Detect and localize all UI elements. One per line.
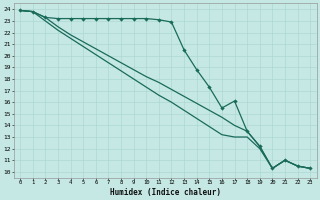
X-axis label: Humidex (Indice chaleur): Humidex (Indice chaleur) [110, 188, 220, 197]
